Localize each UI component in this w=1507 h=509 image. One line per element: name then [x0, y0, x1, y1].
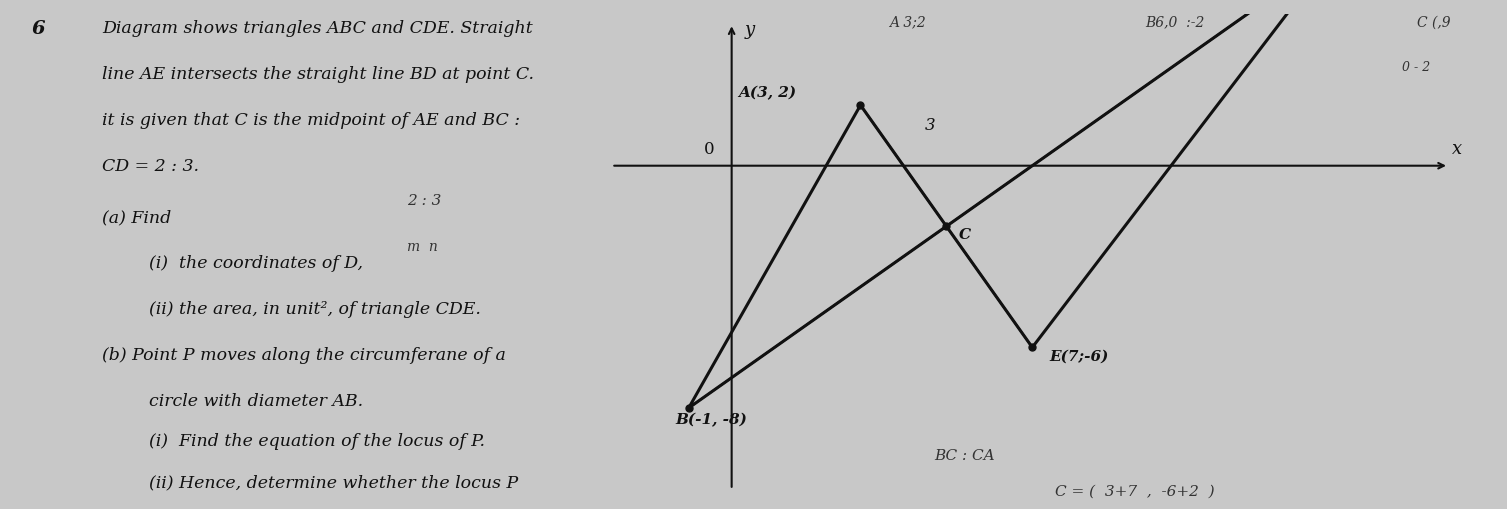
Text: (i)  the coordinates of D,: (i) the coordinates of D,: [149, 254, 363, 271]
Text: 6: 6: [32, 20, 45, 38]
Text: CD = 2 : 3.: CD = 2 : 3.: [102, 158, 199, 175]
Text: C = (  3+7  ,  -6+2  ): C = ( 3+7 , -6+2 ): [1055, 484, 1215, 497]
Text: E(7;-6): E(7;-6): [1049, 349, 1109, 363]
Text: 0 - 2: 0 - 2: [1402, 61, 1430, 74]
Text: BC : CA: BC : CA: [934, 448, 995, 462]
Text: (ii) the area, in unit², of triangle CDE.: (ii) the area, in unit², of triangle CDE…: [149, 300, 481, 317]
Text: m  n: m n: [407, 239, 439, 253]
Text: A(3, 2): A(3, 2): [738, 86, 796, 100]
Text: x: x: [1453, 139, 1463, 157]
Text: B6,0  :-2: B6,0 :-2: [1145, 15, 1204, 29]
Text: 0: 0: [704, 140, 714, 157]
Text: A 3;2: A 3;2: [889, 15, 925, 29]
Text: (a) Find: (a) Find: [102, 209, 172, 225]
Text: it is given that C is the midpoint of AE and BC :: it is given that C is the midpoint of AE…: [102, 112, 520, 129]
Text: (i)  Find the equation of the locus of P.: (i) Find the equation of the locus of P.: [149, 433, 485, 449]
Text: 3: 3: [925, 117, 936, 134]
Text: C (,9: C (,9: [1417, 15, 1450, 29]
Text: 2 : 3: 2 : 3: [407, 193, 442, 207]
Text: y: y: [744, 21, 755, 39]
Text: (b) Point P moves along the circumferane of a: (b) Point P moves along the circumferane…: [102, 346, 506, 363]
Text: line AE intersects the straight line BD at point C.: line AE intersects the straight line BD …: [102, 66, 533, 83]
Text: Diagram shows triangles ABC and CDE. Straight: Diagram shows triangles ABC and CDE. Str…: [102, 20, 532, 37]
Text: (ii) Hence, determine whether the locus P: (ii) Hence, determine whether the locus …: [149, 473, 518, 490]
Text: B(-1, -8): B(-1, -8): [675, 412, 747, 426]
Text: circle with diameter AB.: circle with diameter AB.: [149, 392, 363, 409]
Text: C: C: [960, 228, 972, 242]
